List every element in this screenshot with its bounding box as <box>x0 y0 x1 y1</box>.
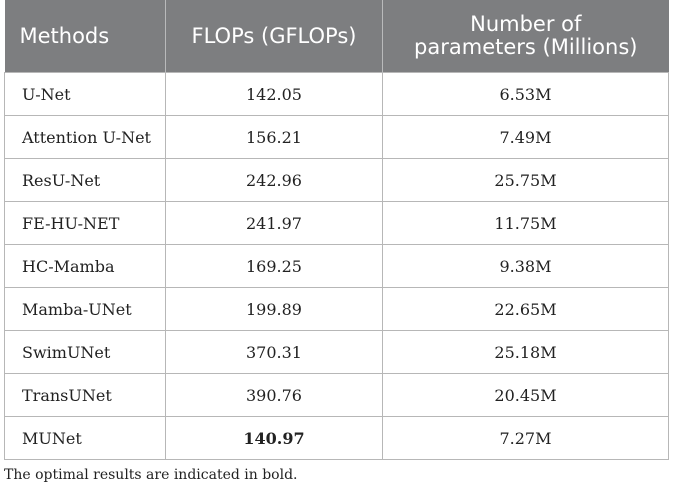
table-body: U-Net 142.05 6.53M Attention U-Net 156.2… <box>4 72 669 460</box>
table-header: Methods FLOPs (GFLOPs) Number of paramet… <box>4 0 669 73</box>
method-cell: HC-Mamba <box>4 244 166 288</box>
table-row: HC-Mamba 169.25 9.38M <box>4 244 669 288</box>
flops-cell: 390.76 <box>165 373 383 417</box>
header-methods: Methods <box>4 0 166 73</box>
params-cell: 7.27M <box>382 416 669 460</box>
params-cell: 11.75M <box>382 201 669 245</box>
comparison-table: Methods FLOPs (GFLOPs) Number of paramet… <box>4 0 669 460</box>
params-cell: 9.38M <box>382 244 669 288</box>
params-cell: 25.18M <box>382 330 669 374</box>
header-flops: FLOPs (GFLOPs) <box>165 0 383 73</box>
flops-cell: 142.05 <box>165 72 383 116</box>
method-cell: ResU-Net <box>4 158 166 202</box>
header-parameters-line2: parameters (Millions) <box>414 35 638 59</box>
flops-cell: 242.96 <box>165 158 383 202</box>
method-cell: TransUNet <box>4 373 166 417</box>
params-cell: 6.53M <box>382 72 669 116</box>
params-cell: 20.45M <box>382 373 669 417</box>
method-cell: SwimUNet <box>4 330 166 374</box>
flops-cell-best: 140.97 <box>165 416 383 460</box>
params-cell: 7.49M <box>382 115 669 159</box>
header-parameters: Number of parameters (Millions) <box>382 0 669 73</box>
flops-cell: 241.97 <box>165 201 383 245</box>
params-cell: 25.75M <box>382 158 669 202</box>
table-row: Mamba-UNet 199.89 22.65M <box>4 287 669 331</box>
table-footnote: The optimal results are indicated in bol… <box>4 467 298 483</box>
method-cell: FE-HU-NET <box>4 201 166 245</box>
method-cell: MUNet <box>4 416 166 460</box>
method-cell: Attention U-Net <box>4 115 166 159</box>
method-cell: Mamba-UNet <box>4 287 166 331</box>
table-row: Attention U-Net 156.21 7.49M <box>4 115 669 159</box>
comparison-table-container: Methods FLOPs (GFLOPs) Number of paramet… <box>4 0 669 460</box>
flops-cell: 199.89 <box>165 287 383 331</box>
flops-cell: 156.21 <box>165 115 383 159</box>
flops-cell: 169.25 <box>165 244 383 288</box>
table-row: TransUNet 390.76 20.45M <box>4 373 669 417</box>
header-parameters-line1: Number of <box>470 12 582 36</box>
table-row: U-Net 142.05 6.53M <box>4 72 669 116</box>
table-row: SwimUNet 370.31 25.18M <box>4 330 669 374</box>
table-row: FE-HU-NET 241.97 11.75M <box>4 201 669 245</box>
method-cell: U-Net <box>4 72 166 116</box>
table-row: MUNet 140.97 7.27M <box>4 416 669 460</box>
params-cell: 22.65M <box>382 287 669 331</box>
header-row: Methods FLOPs (GFLOPs) Number of paramet… <box>4 0 669 73</box>
flops-cell: 370.31 <box>165 330 383 374</box>
table-row: ResU-Net 242.96 25.75M <box>4 158 669 202</box>
